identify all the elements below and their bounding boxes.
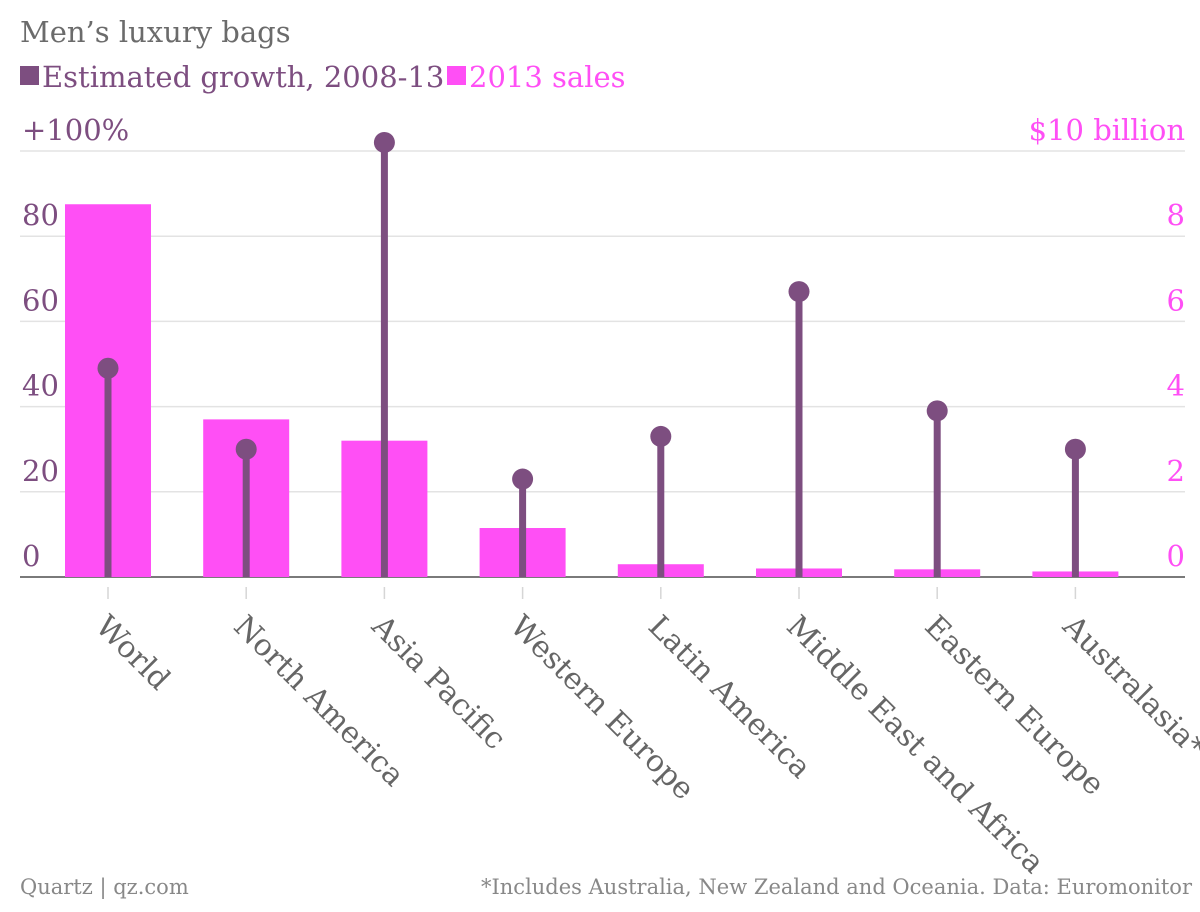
growth-lollipops [97,131,1086,577]
gridlines [20,150,1185,599]
legend: Estimated growth, 2008-13 2013 sales [20,60,626,94]
right-tick-label-2: 4 [1167,369,1185,403]
legend-swatch-sales [447,66,466,85]
left-axis: 0 20 40 60 80 +100% [22,113,129,573]
growth-dot-7 [1064,438,1086,460]
legend-label-sales: 2013 sales [469,60,626,94]
right-tick-label-0: 0 [1167,539,1185,573]
category-label-2: Asia Pacific [364,608,513,757]
right-tick-label-5: $10 billion [1029,113,1185,147]
growth-dot-2 [373,131,395,153]
sales-bars [65,204,1119,577]
left-tick-label-4: 80 [22,198,59,232]
category-label-7: Australasia* [1055,608,1200,765]
category-label-5: Middle East and Africa [779,609,1051,881]
growth-dot-0 [97,357,119,379]
left-tick-label-0: 0 [22,539,40,573]
left-tick-label-2: 40 [22,369,59,403]
legend-label-growth: Estimated growth, 2008-13 [42,60,444,94]
legend-swatch-growth [20,66,39,85]
right-tick-label-3: 6 [1167,283,1185,317]
footnote: *Includes Australia, New Zealand and Oce… [481,875,1193,899]
right-axis: 0 2 4 6 8 $10 billion [1029,113,1185,573]
left-tick-label-5: +100% [22,113,129,147]
source-credit: Quartz | qz.com [20,875,189,900]
right-tick-label-4: 8 [1167,198,1185,232]
chart-title: Men’s luxury bags [20,15,291,49]
category-label-0: World [88,609,176,697]
growth-dot-5 [788,281,810,303]
left-tick-label-3: 60 [22,283,59,317]
growth-dot-4 [650,425,672,447]
growth-dot-3 [512,468,534,490]
right-tick-label-1: 2 [1167,454,1185,488]
growth-dot-1 [235,438,257,460]
left-tick-label-1: 20 [22,454,59,488]
growth-dot-6 [926,400,948,422]
